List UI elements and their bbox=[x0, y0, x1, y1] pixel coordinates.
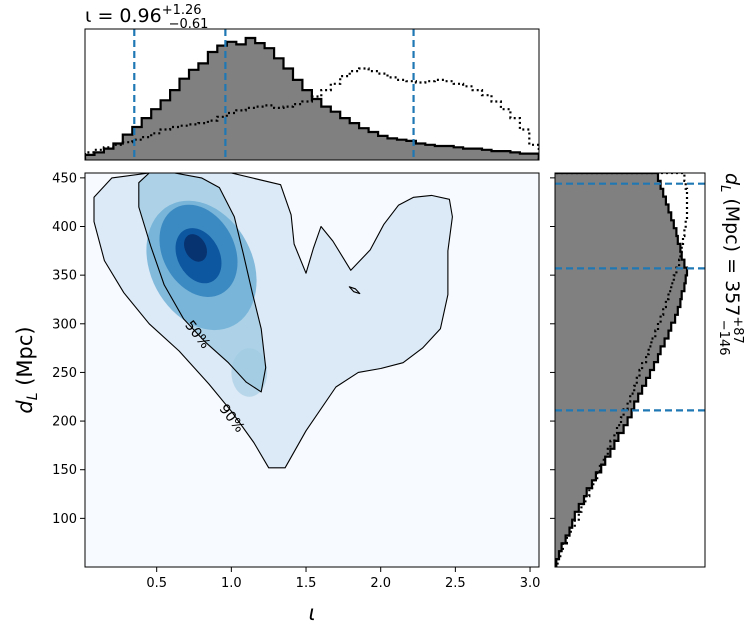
x-tick-label: 0.5 bbox=[146, 576, 167, 591]
right-marginal-panel: dL (Mpc) = 357+87−146 bbox=[550, 172, 745, 568]
joint-panel: 50%90% 0.5 1.0 1.5 2.0 2.5 3.0100150200250300… bbox=[13, 171, 540, 625]
contour-line-90pct bbox=[93, 173, 453, 469]
y-tick-label: 300 bbox=[52, 317, 77, 332]
y-tick-label: 100 bbox=[52, 512, 77, 527]
contour-line-island bbox=[348, 286, 361, 295]
y-axis-label-unit: (Mpc) bbox=[13, 326, 37, 392]
top-title-value: ι = 0.96 bbox=[85, 5, 162, 27]
right-title-upper: +87 bbox=[730, 316, 745, 343]
heatmap-density-core-3 bbox=[184, 234, 208, 262]
y-axis-label: dL (Mpc) bbox=[13, 326, 41, 413]
x-tick-label: 1.0 bbox=[221, 576, 242, 591]
right-hist-fill bbox=[555, 173, 687, 567]
x-tick-label: 3.0 bbox=[520, 576, 541, 591]
top-marginal-title: ι = 0.96+1.26 −0.61 bbox=[85, 3, 208, 32]
y-axis-label-subscript: L bbox=[25, 392, 41, 400]
y-axis-label-symbol: d bbox=[13, 400, 37, 414]
x-tick-label: 2.0 bbox=[370, 576, 391, 591]
right-title-symbol: d bbox=[721, 173, 743, 186]
top-title-upper: +1.26 bbox=[162, 3, 202, 18]
x-axis-label: ι bbox=[308, 601, 315, 625]
y-tick-label: 200 bbox=[52, 415, 77, 430]
top-hist-outline bbox=[85, 36, 539, 160]
right-hist-dotted bbox=[555, 173, 689, 567]
heatmap-density-core-4 bbox=[231, 348, 268, 397]
right-marginal-title: dL (Mpc) = 357+87−146 bbox=[716, 173, 745, 356]
x-tick-label: 1.5 bbox=[296, 576, 317, 591]
joint-frame bbox=[84, 172, 540, 568]
y-tick-label: 450 bbox=[52, 171, 77, 186]
top-marginal-panel: ι = 0.96+1.26 −0.61 bbox=[84, 3, 540, 161]
y-tick-label: 400 bbox=[52, 220, 77, 235]
right-title-subscript: L bbox=[717, 185, 732, 192]
x-tick-label: 2.5 bbox=[445, 576, 466, 591]
top-title-lower: −0.61 bbox=[169, 17, 209, 32]
right-title-value: (Mpc) = 357 bbox=[721, 192, 743, 316]
right-title-lower: −146 bbox=[716, 320, 731, 356]
right-marginal-frame bbox=[554, 172, 706, 568]
contour-line-50pct bbox=[138, 173, 267, 393]
y-tick-label: 150 bbox=[52, 463, 77, 478]
y-tick-label: 250 bbox=[52, 366, 77, 381]
y-tick-label: 350 bbox=[52, 269, 77, 284]
top-marginal-frame bbox=[84, 28, 540, 161]
